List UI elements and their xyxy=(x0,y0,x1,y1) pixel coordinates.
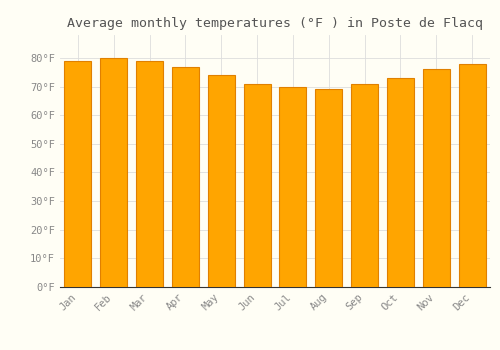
Bar xyxy=(351,84,378,287)
Bar xyxy=(172,66,199,287)
Bar xyxy=(458,64,485,287)
Bar xyxy=(64,61,92,287)
Bar xyxy=(136,61,163,287)
Bar xyxy=(208,75,234,287)
Bar xyxy=(280,86,306,287)
Title: Average monthly temperatures (°F ) in Poste de Flacq: Average monthly temperatures (°F ) in Po… xyxy=(67,17,483,30)
Bar xyxy=(316,89,342,287)
Bar xyxy=(423,69,450,287)
Bar xyxy=(387,78,414,287)
Bar xyxy=(100,58,127,287)
Bar xyxy=(244,84,270,287)
